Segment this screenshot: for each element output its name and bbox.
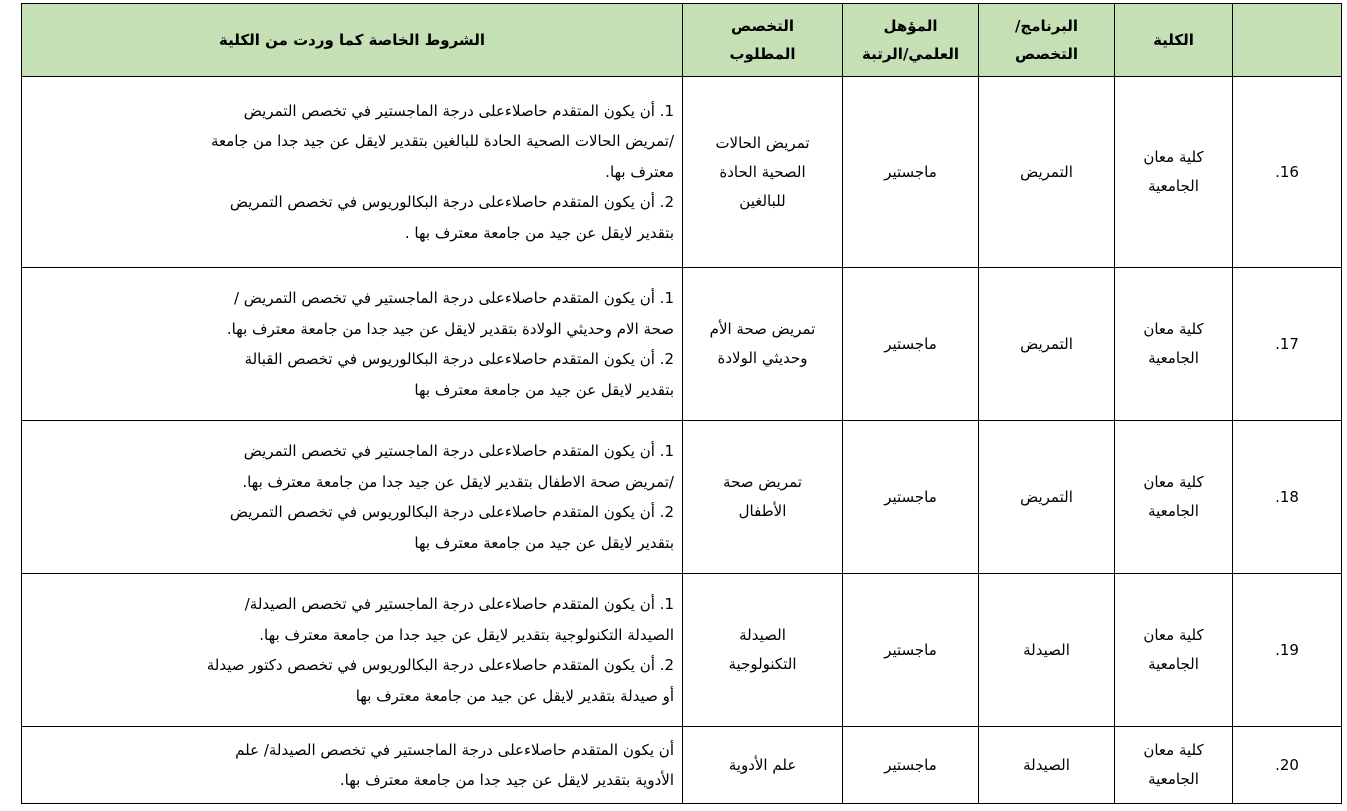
text-line: بتقدير لايقل عن جيد من جامعة معترف بها [414,533,674,552]
text-line: الجامعية [1148,655,1199,673]
text-line: الأطفال [738,502,787,520]
header-program: البرنامج/التخصص [978,3,1115,77]
text-line: التكنولوجية [728,655,797,673]
program-cell: التمريض [978,267,1115,421]
table-row: 17. كلية معان الجامعية التمريض ماجستير تمريض … [21,267,1342,421]
table-row: 16. كلية معان الجامعية التمريض ماجستير تمريض … [21,76,1342,268]
text-line: الصيدلة التكنولوجية بتقدير لايقل عن جيد … [259,625,674,644]
text-line: صحة الام وحديثي الولادة بتقدير لايقل عن … [226,319,674,338]
conditions-table: الكلية البرنامج/التخصص المؤهل العلمي/الرت… [21,3,1342,804]
text-line: الجامعية [1148,770,1199,788]
text-line: 2. أن يكون المتقدم حاصلاءعلى درجة البكال… [229,503,674,521]
college-cell: كلية معان الجامعية [1114,76,1233,268]
program-cell: التمريض [978,420,1115,574]
conditions-cell: 1. أن يكون المتقدم حاصلاءعلى درجة الماجس… [21,420,683,574]
specialization-cell: الصيدلة التكنولوجية [682,573,843,727]
college-cell: كلية معان الجامعية [1114,420,1233,574]
specialization-cell: علم الأدوية [682,726,843,804]
text-line: الصيدلة [739,626,786,644]
qualification-cell: ماجستير [842,573,979,727]
text-line: بتقدير لايقل عن جيد من جامعة معترف بها . [404,223,674,242]
row-number: 17. [1232,267,1342,421]
row-number: 20. [1232,726,1342,804]
conditions-cell: 1. أن يكون المتقدم حاصلاءعلى درجة الماجس… [21,267,683,421]
row-number: 16. [1232,76,1342,268]
specialization-cell: تمريض الحالات الصحية الحادة للبالغين [682,76,843,268]
specialization-cell: تمريض صحة الأطفال [682,420,843,574]
text-line: للبالغين [739,191,786,210]
text-line: معترف بها. [605,162,674,181]
text-line: علم الأدوية [728,755,797,774]
qualification-cell: ماجستير [842,76,979,268]
header-num [1232,3,1342,77]
text-line: 1. أن يكون المتقدم حاصلاءعلى درجة الماجس… [243,101,674,120]
text-line: أو صيدلة بتقدير لايقل عن جيد من جامعة مع… [355,686,674,705]
header-qualification: المؤهل العلمي/الرتبة [842,3,979,77]
qualification-cell: ماجستير [842,726,979,804]
program-cell: الصيدلة [978,573,1115,727]
text-line: تمريض صحة الأم [709,320,816,338]
qualification-cell: ماجستير [842,267,979,421]
conditions-cell: 1. أن يكون المتقدم حاصلاءعلى درجة الماجس… [21,573,683,727]
text-line: 2. أن يكون المتقدم حاصلاءعلى درجة البكال… [206,656,674,674]
text-line: كلية معان [1143,148,1204,166]
header-row: الكلية البرنامج/التخصص المؤهل العلمي/الرت… [21,3,1342,77]
text-line: 1. أن يكون المتقدم حاصلاءعلى درجة الماجس… [233,289,674,307]
conditions-cell: أن يكون المتقدم حاصلاءعلى درجة الماجستير… [21,726,683,804]
text-line: الأدوية بتقدير لايقل عن جيد جدا من جامعة… [339,771,674,789]
header-conditions: الشروط الخاصة كما وردت من الكلية [21,3,683,77]
text-line: الجامعية [1148,349,1199,367]
text-line: الصحية الحادة [719,162,806,181]
qualification-cell: ماجستير [842,420,979,574]
program-cell: التمريض [978,76,1115,268]
text-line: أن يكون المتقدم حاصلاءعلى درجة الماجستير… [235,740,674,759]
text-line: كلية معان [1143,473,1204,491]
row-number: 19. [1232,573,1342,727]
text-line: /تمريض الحالات الصحية الحادة للبالغين بت… [210,132,674,151]
text-line: تمريض صحة [723,473,802,491]
text-line: الجامعية [1148,502,1199,520]
college-cell: كلية معان الجامعية [1114,267,1233,421]
text-line: كلية معان [1143,320,1204,338]
text-line: 1. أن يكون المتقدم حاصلاءعلى درجة الماجس… [244,595,674,613]
text-line: /تمريض صحة الاطفال بتقدير لايقل عن جيد ج… [242,472,674,491]
text-line: 1. أن يكون المتقدم حاصلاءعلى درجة الماجس… [243,442,674,460]
header-specialization: التخصص المطلوب [682,3,843,77]
college-cell: كلية معان الجامعية [1114,573,1233,727]
specialization-cell: تمريض صحة الأم وحديثي الولادة [682,267,843,421]
college-cell: كلية معان الجامعية [1114,726,1233,804]
header-college: الكلية [1114,3,1233,77]
text-line: بتقدير لايقل عن جيد من جامعة معترف بها [414,380,674,399]
program-cell: الصيدلة [978,726,1115,804]
text-line: الجامعية [1148,177,1199,195]
text-line: كلية معان [1143,741,1204,759]
conditions-cell: 1. أن يكون المتقدم حاصلاءعلى درجة الماجس… [21,76,683,268]
row-number: 18. [1232,420,1342,574]
text-line: 2. أن يكون المتقدم حاصلاءعلى درجة البكال… [244,350,674,368]
text-line: كلية معان [1143,626,1204,644]
table-row: 18. كلية معان الجامعية التمريض ماجستير تمريض … [21,420,1342,574]
text-line: وحديثي الولادة [717,349,808,367]
text-line: تمريض الحالات [715,133,810,152]
table-row: 20. كلية معان الجامعية الصيدلة ماجستير علم ال… [21,726,1342,804]
text-line: 2. أن يكون المتقدم حاصلاءعلى درجة البكال… [229,193,674,212]
table-row: 19. كلية معان الجامعية الصيدلة ماجستير الصيدل… [21,573,1342,727]
